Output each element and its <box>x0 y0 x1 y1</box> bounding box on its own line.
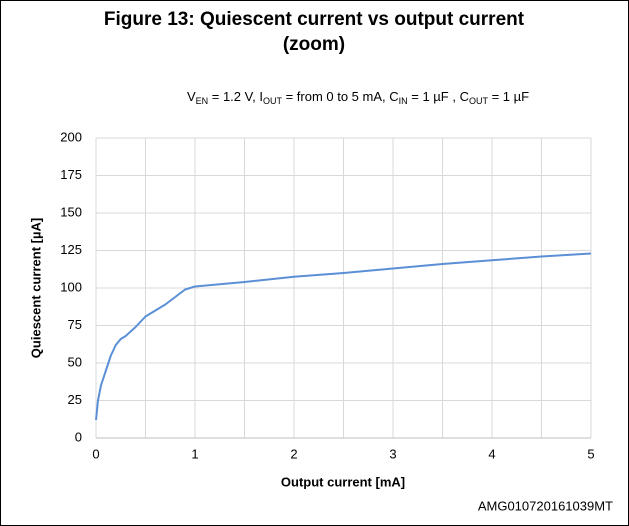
y-tick-label: 125 <box>60 242 82 257</box>
x-tick-label: 3 <box>389 446 396 461</box>
subtitle-part: = 1 µF , C <box>408 89 469 104</box>
y-tick-label: 50 <box>68 354 82 369</box>
chart-title: (zoom) <box>283 34 345 55</box>
subtitle-part: EN <box>196 96 209 106</box>
x-tick-label: 1 <box>191 446 198 461</box>
footer: AMG010720161039MT <box>478 498 613 513</box>
x-tick-label: 0 <box>92 446 99 461</box>
x-axis-label: Output current [mA] <box>281 474 405 489</box>
y-tick-label: 175 <box>60 167 82 182</box>
y-tick-label: 150 <box>60 204 82 219</box>
subtitle-part: OUT <box>469 96 489 106</box>
subtitle-part: OUT <box>263 96 283 106</box>
x-tick-label: 4 <box>488 446 495 461</box>
y-axis-label: Quiescent current [µA] <box>28 218 43 358</box>
y-tick-label: 200 <box>60 129 82 144</box>
line <box>95 252 592 421</box>
y-tick-label: 100 <box>60 279 82 294</box>
subtitle-part: IN <box>399 96 408 106</box>
subtitle-part: = from 0 to 5 mA, C <box>282 89 399 104</box>
subtitle: VEN = 1.2 V, IOUT = from 0 to 5 mA, CIN … <box>187 89 529 106</box>
y-tick-label: 25 <box>68 392 82 407</box>
y-tick-label: 75 <box>68 317 82 332</box>
x-tick-label: 2 <box>290 446 297 461</box>
y-tick-label: 0 <box>75 429 82 444</box>
subtitle-part: = 1 µF <box>488 89 529 104</box>
subtitle-part: = 1.2 V, I <box>208 89 263 104</box>
chart-title: Figure 13: Quiescent current vs output c… <box>104 9 525 30</box>
x-tick-label: 5 <box>587 446 594 461</box>
subtitle-part: V <box>187 89 196 104</box>
